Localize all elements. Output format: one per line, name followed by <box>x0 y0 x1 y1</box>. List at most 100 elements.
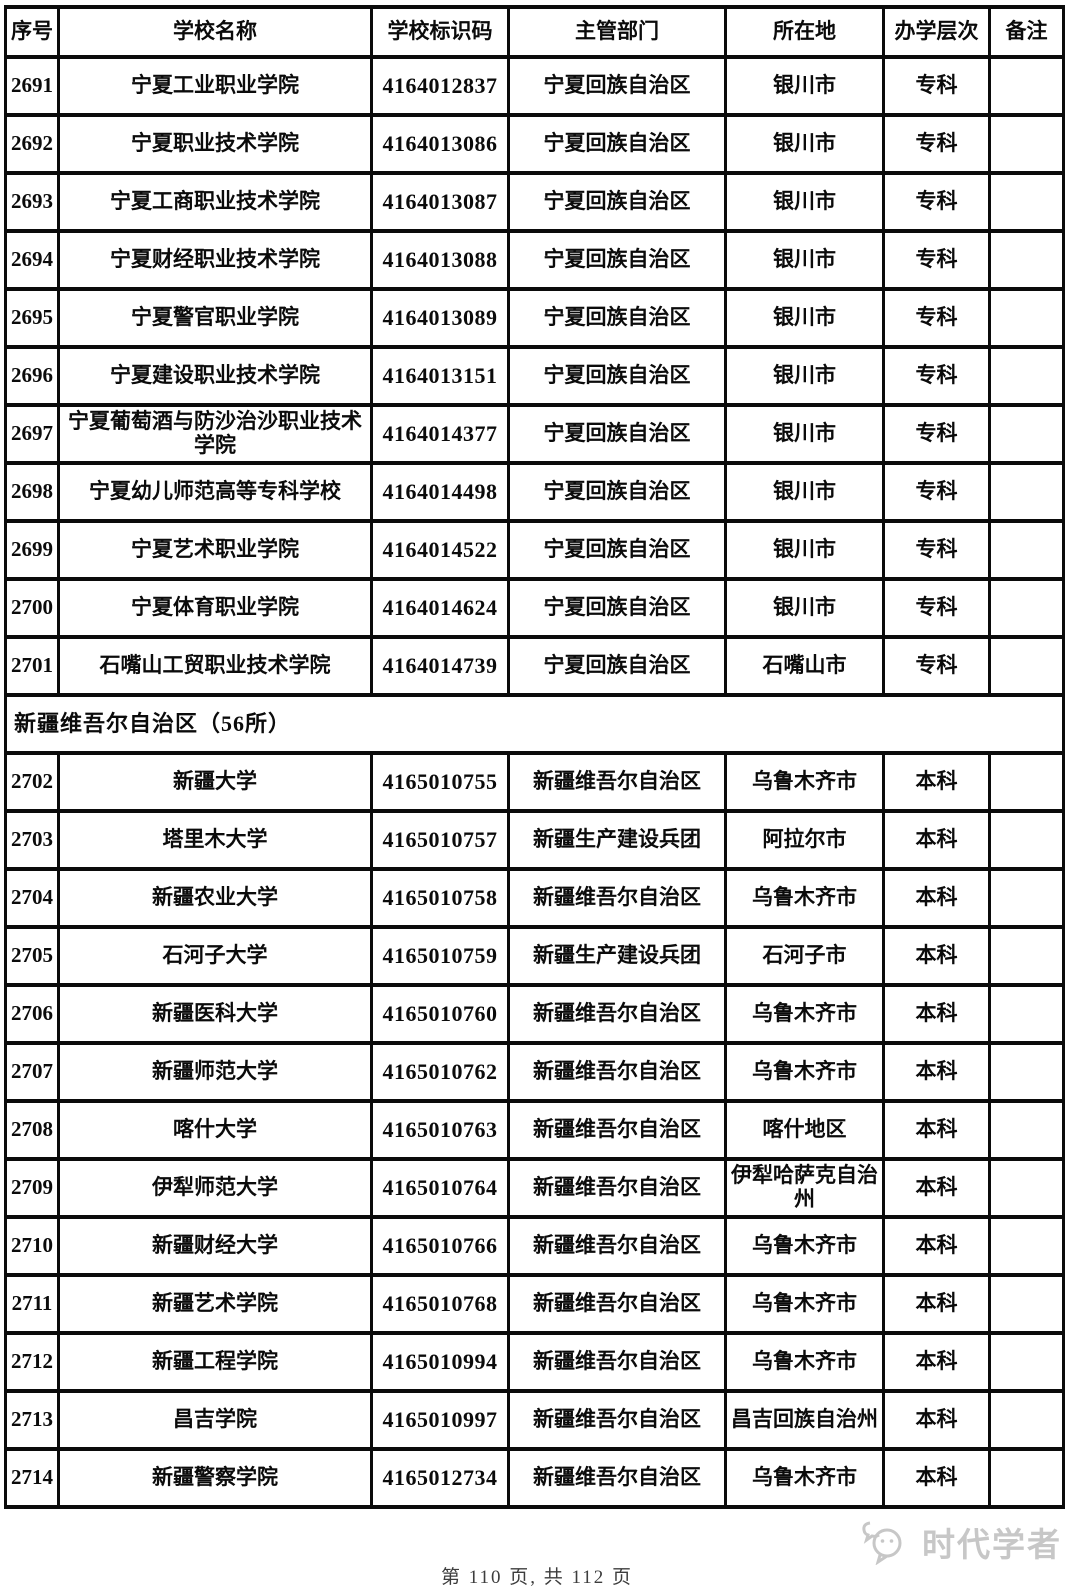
cell-dept: 新疆维吾尔自治区 <box>507 983 727 1045</box>
cell-note <box>988 577 1065 639</box>
cell-level: 本科 <box>882 1389 991 1451</box>
cell-city: 石嘴山市 <box>724 635 885 697</box>
cell-level: 本科 <box>882 809 991 871</box>
cell-code: 4164013089 <box>370 287 510 349</box>
cell-note <box>988 751 1065 813</box>
cell-code: 4165010766 <box>370 1215 510 1277</box>
cell-note <box>988 1041 1065 1103</box>
table-row: 2708 喀什大学 4165010763 新疆维吾尔自治区 喀什地区 本科 <box>4 1099 1065 1161</box>
table-row: 2699 宁夏艺术职业学院 4164014522 宁夏回族自治区 银川市 专科 <box>4 519 1065 581</box>
cell-dept: 新疆生产建设兵团 <box>507 809 727 871</box>
cell-level: 专科 <box>882 577 991 639</box>
cell-level: 专科 <box>882 403 991 465</box>
cell-level: 本科 <box>882 1331 991 1393</box>
cell-city: 银川市 <box>724 403 885 465</box>
cell-level: 本科 <box>882 1099 991 1161</box>
table-row: 2713 昌吉学院 4165010997 新疆维吾尔自治区 昌吉回族自治州 本科 <box>4 1389 1065 1451</box>
cell-level: 专科 <box>882 635 991 697</box>
cell-no: 2697 <box>4 403 60 465</box>
cell-name: 宁夏幼儿师范高等专科学校 <box>57 461 373 523</box>
cell-no: 2694 <box>4 229 60 291</box>
cell-no: 2711 <box>4 1273 60 1335</box>
table-row: 2701 石嘴山工贸职业技术学院 4164014739 宁夏回族自治区 石嘴山市 专科 <box>4 635 1065 697</box>
cell-level: 专科 <box>882 113 991 175</box>
cell-city: 银川市 <box>724 287 885 349</box>
cell-code: 4164014522 <box>370 519 510 581</box>
cell-name: 宁夏体育职业学院 <box>57 577 373 639</box>
table-row: 2714 新疆警察学院 4165012734 新疆维吾尔自治区 乌鲁木齐市 本科 <box>4 1447 1065 1509</box>
cell-dept: 新疆维吾尔自治区 <box>507 1157 727 1219</box>
cell-dept: 宁夏回族自治区 <box>507 171 727 233</box>
cell-code: 4164013151 <box>370 345 510 407</box>
cell-city: 乌鲁木齐市 <box>724 1273 885 1335</box>
cell-name: 宁夏职业技术学院 <box>57 113 373 175</box>
table-row: 2709 伊犁师范大学 4165010764 新疆维吾尔自治区 伊犁哈萨克自治州 本科 <box>4 1157 1065 1219</box>
cell-no: 2692 <box>4 113 60 175</box>
cell-city: 喀什地区 <box>724 1099 885 1161</box>
cell-code: 4165010757 <box>370 809 510 871</box>
cell-note <box>988 1157 1065 1219</box>
column-header-city: 所在地 <box>724 5 885 59</box>
column-header-name: 学校名称 <box>57 5 373 59</box>
cell-name: 新疆大学 <box>57 751 373 813</box>
cell-dept: 新疆维吾尔自治区 <box>507 1273 727 1335</box>
cell-code: 4164014498 <box>370 461 510 523</box>
cell-level: 本科 <box>882 1215 991 1277</box>
brand-bubble-logo-icon <box>860 1519 914 1565</box>
cell-note <box>988 461 1065 523</box>
cell-dept: 新疆维吾尔自治区 <box>507 751 727 813</box>
table-row: 2712 新疆工程学院 4165010994 新疆维吾尔自治区 乌鲁木齐市 本科 <box>4 1331 1065 1393</box>
cell-dept: 宁夏回族自治区 <box>507 519 727 581</box>
cell-code: 4165012734 <box>370 1447 510 1509</box>
cell-city: 银川市 <box>724 229 885 291</box>
cell-note <box>988 1331 1065 1393</box>
cell-note <box>988 1215 1065 1277</box>
cell-city: 昌吉回族自治州 <box>724 1389 885 1451</box>
cell-level: 本科 <box>882 1041 991 1103</box>
column-header-dept: 主管部门 <box>507 5 727 59</box>
cell-note <box>988 519 1065 581</box>
cell-no: 2701 <box>4 635 60 697</box>
cell-name: 喀什大学 <box>57 1099 373 1161</box>
cell-dept: 宁夏回族自治区 <box>507 113 727 175</box>
cell-dept: 新疆生产建设兵团 <box>507 925 727 987</box>
cell-city: 乌鲁木齐市 <box>724 751 885 813</box>
cell-no: 2699 <box>4 519 60 581</box>
cell-city: 银川市 <box>724 461 885 523</box>
cell-no: 2712 <box>4 1331 60 1393</box>
cell-city: 阿拉尔市 <box>724 809 885 871</box>
cell-name: 石嘴山工贸职业技术学院 <box>57 635 373 697</box>
cell-code: 4164012837 <box>370 55 510 117</box>
table-row: 2694 宁夏财经职业技术学院 4164013088 宁夏回族自治区 银川市 专科 <box>4 229 1065 291</box>
cell-level: 本科 <box>882 1447 991 1509</box>
cell-level: 本科 <box>882 925 991 987</box>
cell-code: 4165010762 <box>370 1041 510 1103</box>
cell-no: 2691 <box>4 55 60 117</box>
column-header-code: 学校标识码 <box>370 5 510 59</box>
cell-code: 4165010768 <box>370 1273 510 1335</box>
cell-no: 2698 <box>4 461 60 523</box>
cell-code: 4165010758 <box>370 867 510 929</box>
cell-code: 4165010760 <box>370 983 510 1045</box>
cell-dept: 宁夏回族自治区 <box>507 403 727 465</box>
cell-code: 4165010763 <box>370 1099 510 1161</box>
cell-name: 宁夏财经职业技术学院 <box>57 229 373 291</box>
cell-note <box>988 229 1065 291</box>
cell-code: 4165010994 <box>370 1331 510 1393</box>
cell-level: 专科 <box>882 345 991 407</box>
cell-dept: 新疆维吾尔自治区 <box>507 867 727 929</box>
cell-level: 本科 <box>882 867 991 929</box>
cell-city: 银川市 <box>724 345 885 407</box>
watermark: 时代学者 <box>860 1518 1062 1566</box>
cell-name: 新疆财经大学 <box>57 1215 373 1277</box>
cell-note <box>988 867 1065 929</box>
cell-note <box>988 171 1065 233</box>
cell-note <box>988 287 1065 349</box>
cell-no: 2702 <box>4 751 60 813</box>
cell-dept: 宁夏回族自治区 <box>507 577 727 639</box>
column-header-no: 序号 <box>4 5 60 59</box>
cell-city: 银川市 <box>724 577 885 639</box>
cell-name: 新疆医科大学 <box>57 983 373 1045</box>
cell-city: 乌鲁木齐市 <box>724 983 885 1045</box>
cell-city: 银川市 <box>724 113 885 175</box>
